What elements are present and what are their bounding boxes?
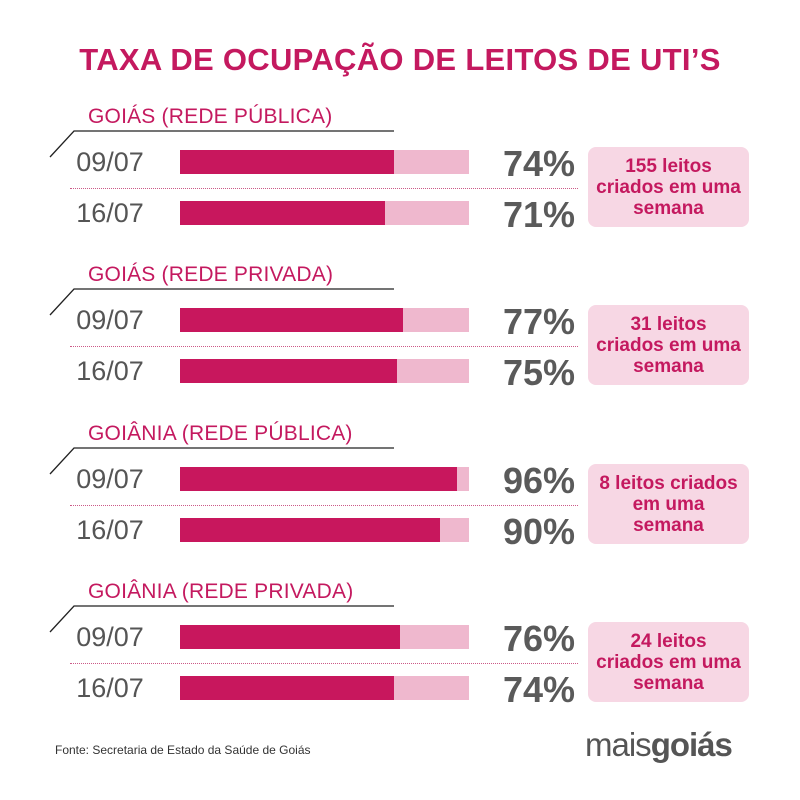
bar (180, 467, 457, 491)
date-label: 09/07 (76, 464, 144, 494)
date-label: 09/07 (76, 305, 144, 335)
chart-section: GOIÁS (REDE PÚBLICA) 09/07 74% 16/07 71% 155 … (0, 105, 800, 275)
bar-track (180, 359, 469, 383)
bar-row: 09/07 76% (0, 618, 800, 668)
value-label: 75% (502, 352, 575, 393)
section-underline (49, 130, 394, 158)
date-label: 16/07 (76, 198, 144, 228)
value-label: 90% (502, 511, 575, 552)
chart-title: TAXA DE OCUPAÇÃO DE LEITOS DE UTI’S (79, 42, 721, 77)
bar-row: 16/07 75% (0, 352, 800, 402)
bar-track (180, 518, 469, 542)
row-divider (70, 505, 578, 506)
value-label: 71% (502, 194, 575, 235)
chart-section: GOIÁS (REDE PRIVADA) 09/07 77% 16/07 75% 31 l… (0, 263, 800, 433)
section-label: GOIÂNIA (REDE PÚBLICA) (88, 422, 353, 445)
bar-row: 09/07 74% (0, 143, 800, 193)
row-divider (70, 663, 578, 664)
value-label: 74% (502, 143, 575, 184)
date-label: 16/07 (76, 356, 144, 386)
bar (180, 359, 397, 383)
value-label: 96% (502, 460, 575, 501)
value-label: 76% (502, 618, 575, 659)
beds-created-note: 8 leitos criados em uma semana (588, 464, 749, 544)
bar (180, 518, 440, 542)
bar (180, 625, 400, 649)
bar-track (180, 201, 469, 225)
bar-track (180, 676, 469, 700)
bar-track (180, 150, 469, 174)
bar-row: 09/07 77% (0, 301, 800, 351)
bar-track (180, 308, 469, 332)
section-label: GOIÁS (REDE PÚBLICA) (88, 105, 333, 128)
section-underline (49, 605, 394, 633)
value-label: 77% (502, 301, 575, 342)
row-divider (70, 188, 578, 189)
logo-part-goias: goiás (650, 726, 733, 763)
chart-section: GOIÂNIA (REDE PÚBLICA) 09/07 96% 16/07 90% 8 … (0, 422, 800, 592)
chart-section: GOIÂNIA (REDE PRIVADA) 09/07 76% 16/07 74% 24… (0, 580, 800, 750)
row-divider (70, 346, 578, 347)
value-label: 74% (502, 669, 575, 710)
bar-row: 09/07 96% (0, 460, 800, 510)
maisgoias-logo: maisgoiás (585, 726, 733, 764)
beds-created-note: 31 leitos criados em uma semana (588, 305, 749, 385)
date-label: 09/07 (76, 622, 144, 652)
bar-row: 16/07 74% (0, 669, 800, 719)
section-label: GOIÂNIA (REDE PRIVADA) (88, 580, 354, 603)
bar (180, 676, 394, 700)
date-label: 16/07 (76, 673, 144, 703)
logo-part-mais: mais (585, 726, 652, 763)
bar (180, 150, 394, 174)
bar-row: 16/07 90% (0, 511, 800, 561)
section-underline (49, 288, 394, 316)
source-note: Fonte: Secretaria de Estado da Saúde de … (55, 743, 311, 757)
bar (180, 201, 385, 225)
section-label: GOIÁS (REDE PRIVADA) (88, 263, 334, 286)
date-label: 16/07 (76, 515, 144, 545)
beds-created-note: 155 leitos criados em uma semana (588, 147, 749, 227)
bar (180, 308, 403, 332)
date-label: 09/07 (76, 147, 144, 177)
bar-track (180, 625, 469, 649)
bar-row: 16/07 71% (0, 194, 800, 244)
beds-created-note: 24 leitos criados em uma semana (588, 622, 749, 702)
section-underline (49, 447, 394, 475)
bar-track (180, 467, 469, 491)
